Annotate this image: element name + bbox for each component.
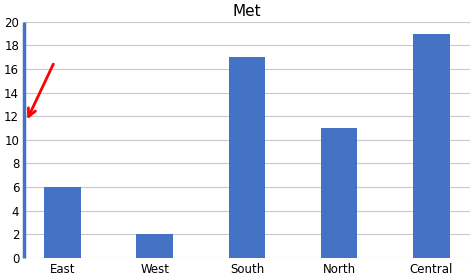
Bar (44, 187, 81, 258)
Bar (320, 128, 357, 258)
Bar (228, 57, 265, 258)
Title: Met: Met (233, 4, 261, 19)
Bar (413, 34, 449, 258)
Bar (137, 234, 173, 258)
